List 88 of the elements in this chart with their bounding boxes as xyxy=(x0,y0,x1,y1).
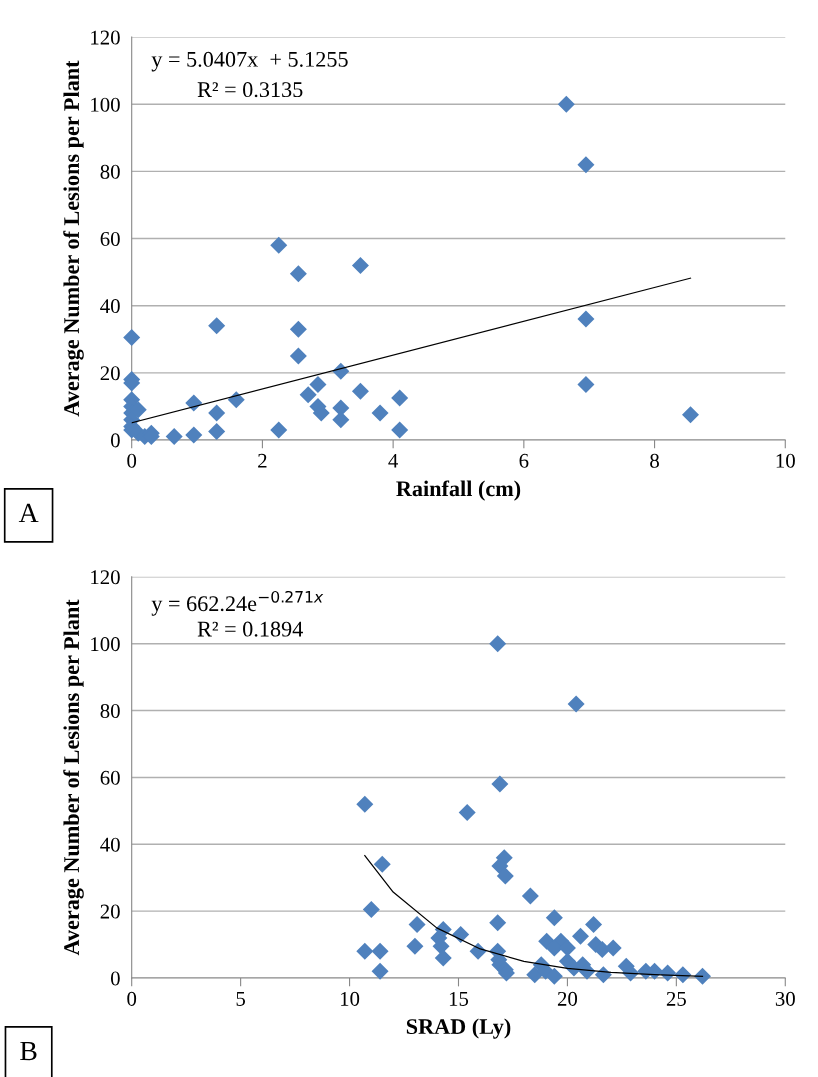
point xyxy=(299,386,317,404)
annotation: y = 5.0407x + 5.1255 xyxy=(151,51,348,72)
point xyxy=(371,942,389,960)
point xyxy=(208,317,226,335)
point xyxy=(521,887,539,905)
y-tick-label: 0 xyxy=(110,433,120,448)
point xyxy=(491,775,509,793)
annotation: R² = 0.1894 xyxy=(197,621,303,637)
point xyxy=(371,404,389,422)
point xyxy=(452,926,470,944)
point xyxy=(123,329,141,347)
x-tick-label: 10 xyxy=(776,453,795,468)
x-tick-label: 2 xyxy=(258,453,267,468)
point xyxy=(227,391,245,409)
x-tick-label: 20 xyxy=(557,991,578,1006)
y-tick-label: 0 xyxy=(110,971,120,986)
point xyxy=(356,795,374,813)
point xyxy=(208,423,226,441)
point xyxy=(356,942,374,960)
point xyxy=(332,411,350,429)
point xyxy=(408,916,426,934)
x-tick-label: 0 xyxy=(127,991,137,1006)
point xyxy=(289,320,307,338)
point xyxy=(270,236,288,254)
point xyxy=(496,867,514,885)
y-tick-label: 20 xyxy=(100,366,120,381)
annotation: R² = 0.3135 xyxy=(197,82,303,98)
point xyxy=(577,376,595,394)
point xyxy=(585,916,603,934)
point xyxy=(165,428,183,446)
point xyxy=(185,394,203,412)
point xyxy=(458,804,476,822)
text: A xyxy=(18,503,39,523)
point xyxy=(208,404,226,422)
y-tick-label: 20 xyxy=(100,904,120,919)
x-tick-label: 0 xyxy=(127,453,137,468)
y-axis-title: Average Number of Lesions per Plant xyxy=(63,599,84,956)
x-tick-label: 25 xyxy=(666,991,686,1006)
y-tick-label: 80 xyxy=(100,703,120,718)
x-tick-label: 15 xyxy=(449,991,469,1006)
point xyxy=(571,927,589,945)
point xyxy=(373,855,391,873)
y-axis-title: Average Number of Lesions per Plant xyxy=(63,60,84,417)
y-tick-label: 120 xyxy=(91,570,120,585)
point xyxy=(309,376,327,394)
point xyxy=(391,421,409,439)
point xyxy=(567,695,585,713)
annotation: y = 662.24e$^{−0.271x}$ xyxy=(151,590,324,616)
y-tick-label: 60 xyxy=(100,770,120,785)
x-axis-title: Rainfall (cm) xyxy=(396,480,521,501)
point xyxy=(545,909,563,927)
point xyxy=(185,426,203,444)
point xyxy=(434,949,452,967)
x-tick-label: 6 xyxy=(519,453,529,468)
point xyxy=(577,310,595,328)
point xyxy=(391,389,409,407)
point xyxy=(371,962,389,980)
point xyxy=(594,966,612,984)
point xyxy=(406,937,424,955)
y-tick-label: 100 xyxy=(91,637,120,652)
point xyxy=(693,967,711,985)
point xyxy=(351,256,369,274)
y-tick-label: 40 xyxy=(100,837,120,852)
y-tick-label: 120 xyxy=(91,30,120,45)
y-tick-label: 80 xyxy=(100,164,120,179)
x-tick-label: 8 xyxy=(650,453,659,468)
y-tick-label: 60 xyxy=(100,231,120,246)
y-tick-label: 40 xyxy=(100,299,120,314)
point xyxy=(362,900,380,918)
x-tick-label: 4 xyxy=(388,453,399,468)
point xyxy=(682,406,700,424)
point xyxy=(489,635,507,653)
point xyxy=(489,914,507,932)
point xyxy=(351,382,369,400)
text: B xyxy=(20,1041,37,1061)
point xyxy=(557,95,575,113)
y-tick-label: 100 xyxy=(91,97,120,112)
x-tick-label: 30 xyxy=(775,991,795,1006)
point xyxy=(289,265,307,283)
point xyxy=(545,939,563,957)
point xyxy=(545,967,563,985)
point xyxy=(270,421,288,439)
x-tick-label: 5 xyxy=(236,992,246,1006)
x-axis-title: SRAD (Ly) xyxy=(406,1018,511,1039)
point xyxy=(289,347,307,365)
point xyxy=(491,857,509,875)
point xyxy=(577,156,595,174)
x-tick-label: 10 xyxy=(340,991,360,1006)
